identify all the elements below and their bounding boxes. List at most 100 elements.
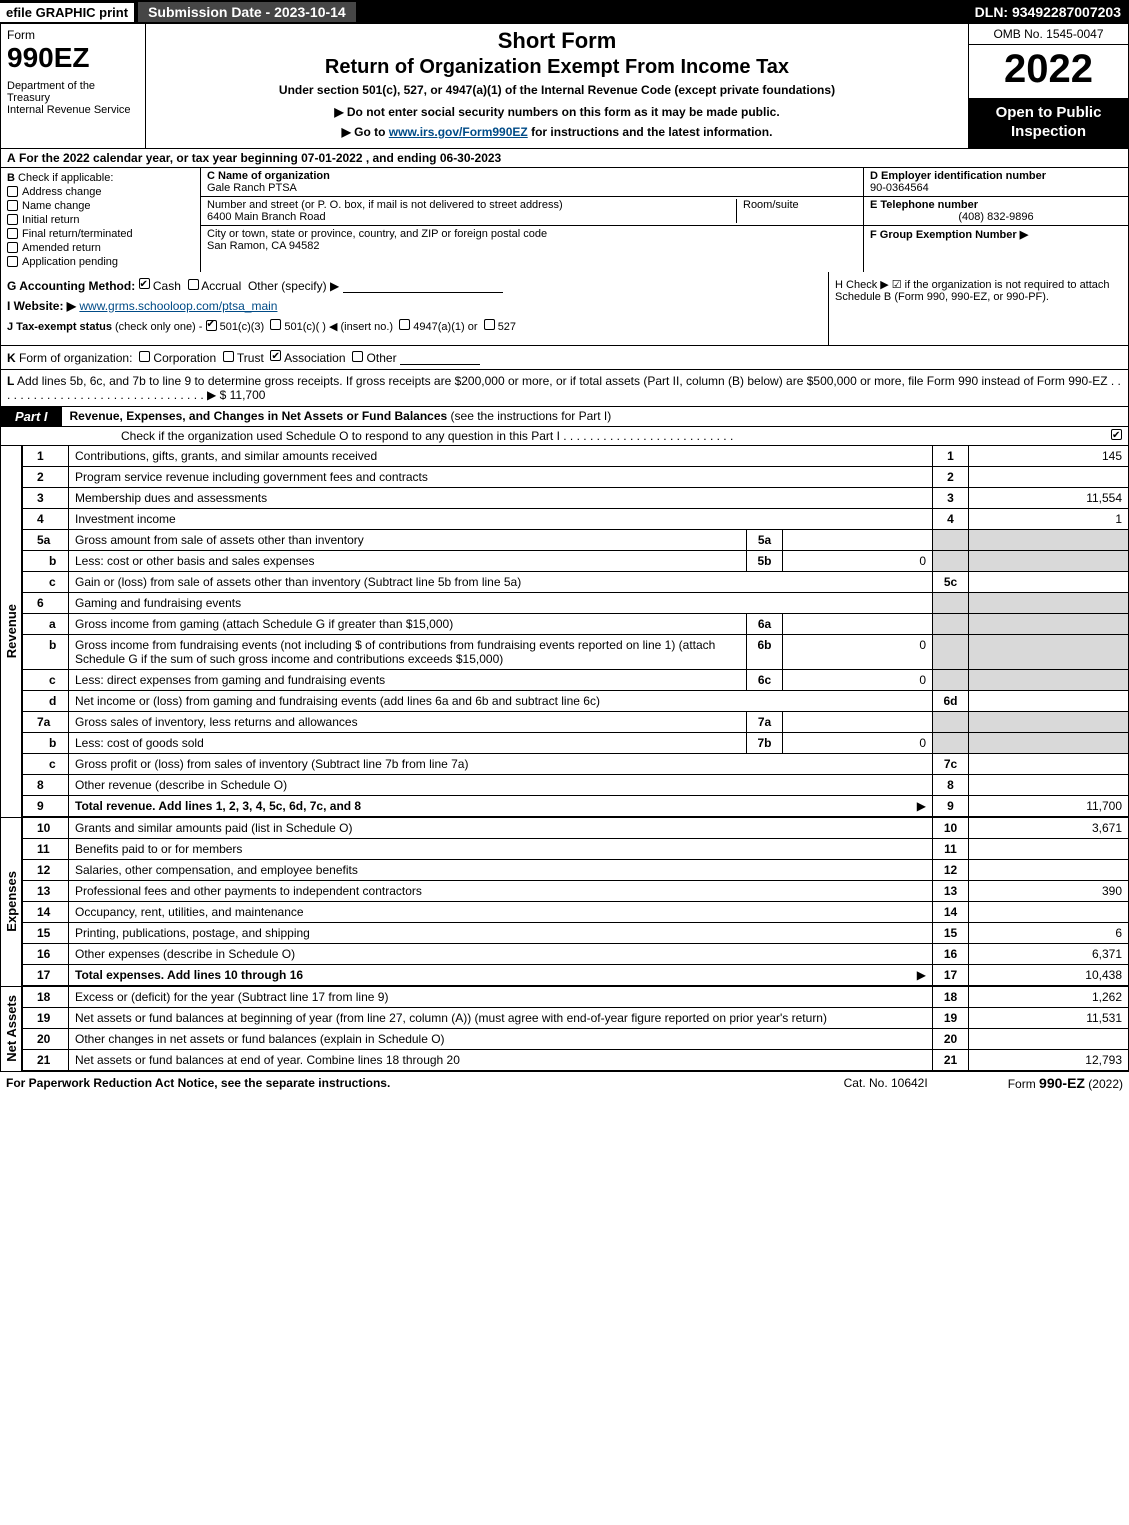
mid5a: 5a [747, 529, 783, 550]
irs-link[interactable]: www.irs.gov/Form990EZ [389, 125, 528, 139]
form-word: Form [7, 28, 139, 42]
ln17: 17 [23, 964, 69, 985]
row-a-text: For the 2022 calendar year, or tax year … [19, 151, 501, 165]
l-lead: L [7, 374, 14, 388]
num6d: 6d [933, 690, 969, 711]
efile-print-label[interactable]: efile GRAPHIC print [0, 3, 134, 22]
arrow-icon: ▶ [917, 799, 926, 813]
expenses-vertical-label: Expenses [0, 818, 22, 986]
amt5c [969, 571, 1129, 592]
expenses-label-text: Expenses [4, 871, 19, 932]
open-to-public-inspection: Open to Public Inspection [969, 98, 1128, 148]
ln6d: d [23, 690, 69, 711]
i-label: I Website: ▶ [7, 299, 76, 313]
num1: 1 [933, 446, 969, 467]
checkbox-501c[interactable] [270, 319, 281, 330]
ln7b: b [23, 732, 69, 753]
checkbox-schedule-o[interactable] [1111, 429, 1122, 440]
footer: For Paperwork Reduction Act Notice, see … [0, 1072, 1129, 1094]
expenses-table: 10Grants and similar amounts paid (list … [22, 818, 1129, 986]
num13: 13 [933, 880, 969, 901]
num20: 20 [933, 1028, 969, 1049]
expenses-section: Expenses 10Grants and similar amounts pa… [0, 818, 1129, 987]
checkbox-trust[interactable] [223, 351, 234, 362]
desc9: Total revenue. Add lines 1, 2, 3, 4, 5c,… [69, 795, 933, 816]
desc7a: Gross sales of inventory, less returns a… [69, 711, 747, 732]
num9: 9 [933, 795, 969, 816]
desc17-text: Total expenses. Add lines 10 through 16 [75, 968, 303, 982]
checkbox-accrual[interactable] [188, 279, 199, 290]
d-ein-label: D Employer identification number [870, 170, 1122, 182]
greyamt6b [969, 634, 1129, 669]
num8: 8 [933, 774, 969, 795]
desc6d: Net income or (loss) from gaming and fun… [69, 690, 933, 711]
desc5a: Gross amount from sale of assets other t… [69, 529, 747, 550]
midamt5b: 0 [783, 550, 933, 571]
midamt5a [783, 529, 933, 550]
amt8 [969, 774, 1129, 795]
footer-form-name: 990-EZ [1039, 1075, 1085, 1091]
checkbox-other-org[interactable] [352, 351, 363, 362]
amt13: 390 [969, 880, 1129, 901]
part-1-check-text: Check if the organization used Schedule … [121, 429, 733, 443]
ln7a: 7a [23, 711, 69, 732]
amt10: 3,671 [969, 818, 1129, 839]
g-other-input[interactable] [343, 279, 503, 293]
mid6a: 6a [747, 613, 783, 634]
k-other: Other [367, 351, 397, 365]
greyamt6 [969, 592, 1129, 613]
ln10: 10 [23, 818, 69, 839]
department-name: Department of the Treasury Internal Reve… [7, 80, 139, 116]
checkbox-association[interactable] [270, 350, 281, 361]
mid6c: 6c [747, 669, 783, 690]
website-link[interactable]: www.grms.schooloop.com/ptsa_main [79, 299, 277, 313]
checkbox-address-change[interactable] [7, 186, 18, 197]
checkbox-application-pending[interactable] [7, 256, 18, 267]
net-assets-vertical-label: Net Assets [0, 987, 22, 1071]
amt19: 11,531 [969, 1007, 1129, 1028]
checkbox-final-return[interactable] [7, 228, 18, 239]
checkbox-4947[interactable] [399, 319, 410, 330]
desc21: Net assets or fund balances at end of ye… [69, 1049, 933, 1070]
grey6b [933, 634, 969, 669]
chk-amended-return: Amended return [22, 242, 101, 254]
desc5b: Less: cost or other basis and sales expe… [69, 550, 747, 571]
mid7b: 7b [747, 732, 783, 753]
amt6d [969, 690, 1129, 711]
mid6b: 6b [747, 634, 783, 669]
k-other-input[interactable] [400, 351, 480, 365]
col-c: C Name of organization Gale Ranch PTSA N… [201, 168, 863, 272]
midamt7a [783, 711, 933, 732]
block-ghijk: G Accounting Method: Cash Accrual Other … [0, 272, 1129, 346]
num11: 11 [933, 838, 969, 859]
city-value: San Ramon, CA 94582 [207, 240, 857, 252]
part-1-check-row: Check if the organization used Schedule … [0, 427, 1129, 446]
checkbox-cash[interactable] [139, 278, 150, 289]
desc11: Benefits paid to or for members [69, 838, 933, 859]
c-name-label: C Name of organization [207, 170, 857, 182]
part-1-title: Revenue, Expenses, and Changes in Net As… [62, 409, 612, 423]
num10: 10 [933, 818, 969, 839]
amt4: 1 [969, 508, 1129, 529]
checkbox-amended-return[interactable] [7, 242, 18, 253]
checkbox-corporation[interactable] [139, 351, 150, 362]
arrow-icon-17: ▶ [917, 968, 926, 982]
j-4947: 4947(a)(1) or [413, 321, 477, 333]
checkbox-name-change[interactable] [7, 200, 18, 211]
ghijk-right: H Check ▶ ☑ if the organization is not r… [828, 272, 1128, 345]
checkbox-initial-return[interactable] [7, 214, 18, 225]
ghijk-left: G Accounting Method: Cash Accrual Other … [1, 272, 828, 345]
desc12: Salaries, other compensation, and employ… [69, 859, 933, 880]
j-501c: 501(c)( ) ◀ (insert no.) [284, 321, 393, 333]
checkbox-501c3[interactable] [206, 320, 217, 331]
ln14: 14 [23, 901, 69, 922]
ein-value: 90-0364564 [870, 182, 1122, 194]
ln20: 20 [23, 1028, 69, 1049]
checkbox-527[interactable] [484, 319, 495, 330]
ln7c: c [23, 753, 69, 774]
f-group-label: F Group Exemption Number ▶ [870, 229, 1028, 241]
ln16: 16 [23, 943, 69, 964]
amt17: 10,438 [969, 964, 1129, 985]
ln9: 9 [23, 795, 69, 816]
amt21: 12,793 [969, 1049, 1129, 1070]
